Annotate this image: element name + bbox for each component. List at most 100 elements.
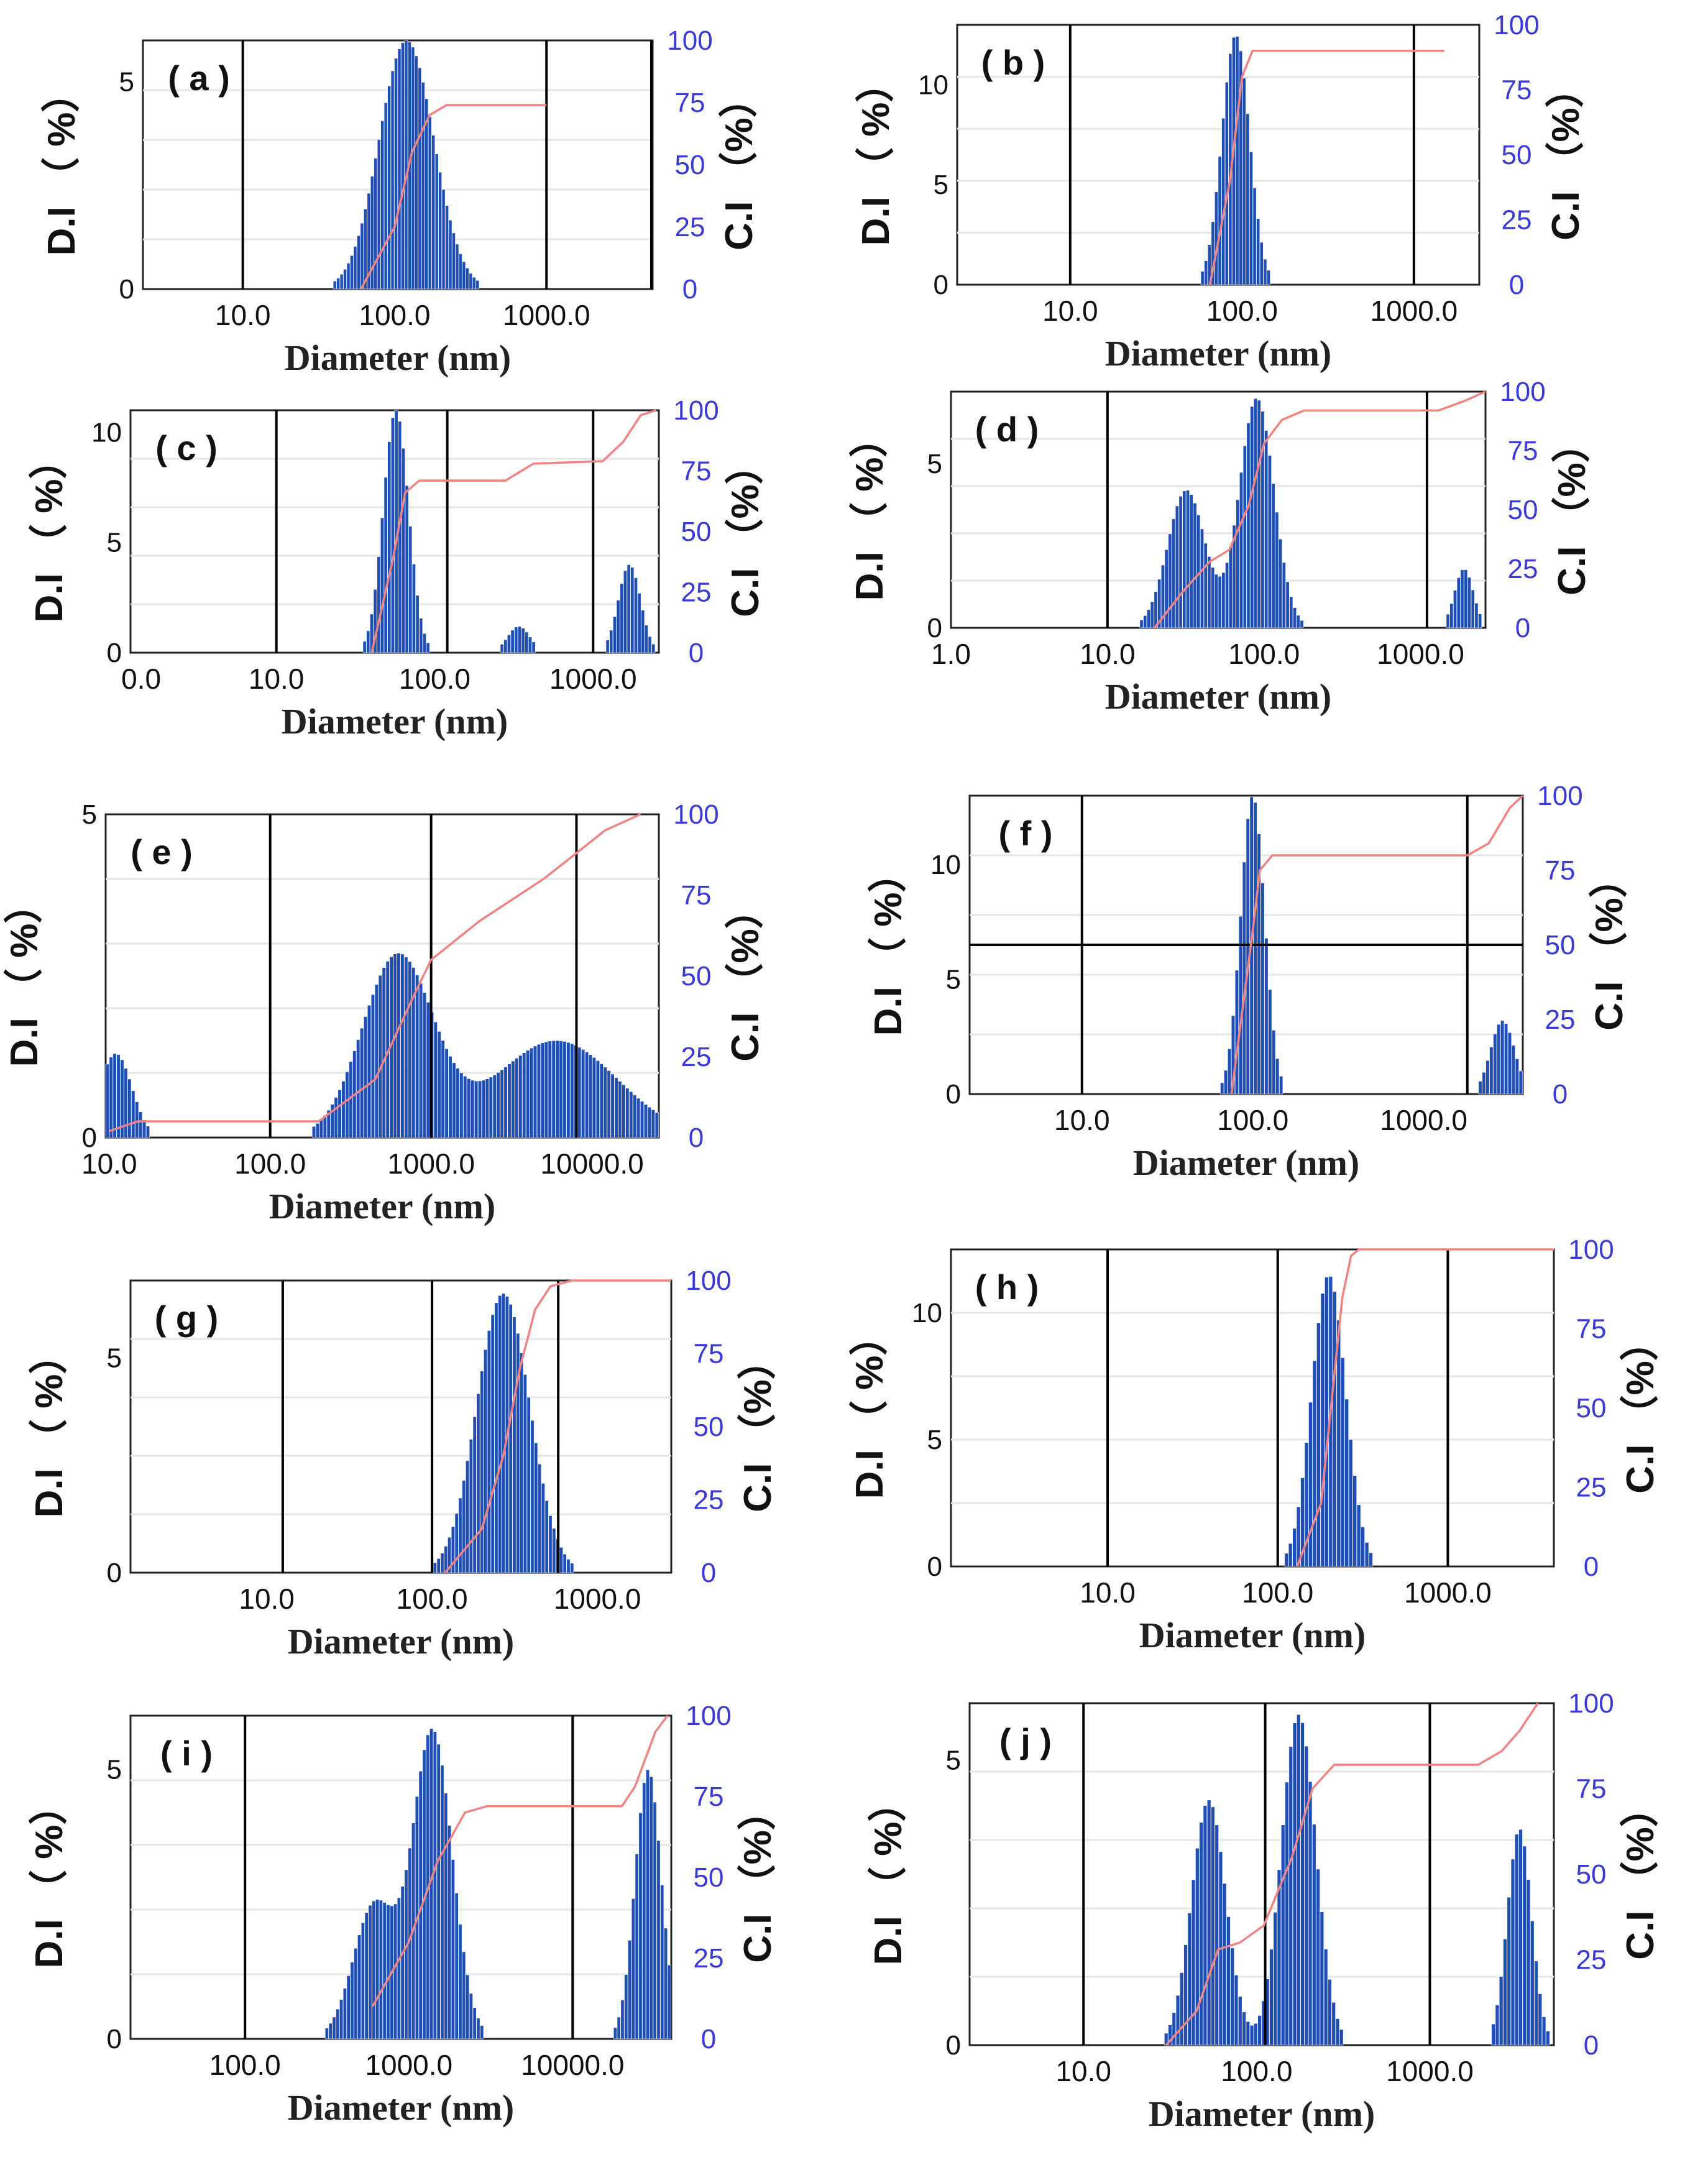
histogram-bar [485,1078,489,1138]
histogram-bar [324,2028,329,2040]
histogram-bar [1203,1805,1208,2046]
histogram-bar [377,556,381,653]
y-left-tick-label: 0 [119,274,134,305]
histogram-bar [377,139,381,290]
y-left-axis-title: D.I （ %） [27,1787,71,1969]
histogram-bar [454,1893,459,2040]
histogram-bar [436,1744,441,2040]
x-tick-label: 100.0 [1228,638,1300,670]
x-tick-label: 1000.0 [1377,638,1464,670]
histogram-bar [618,1081,622,1138]
y-right-tick-label: 100 [1568,1688,1614,1719]
histogram-bar [401,42,405,290]
histogram-bar [441,189,446,290]
histogram-bar [1335,2018,1340,2046]
histogram-bar [466,267,469,290]
histogram-bar [512,1317,517,1573]
histogram-bar [444,1793,448,2040]
histogram-bar [1507,1032,1512,1095]
histogram-bar [1187,1913,1191,2046]
x-axis-title: Diameter (nm) [288,1621,515,1662]
histogram-bar [1446,614,1450,628]
histogram-bar [1511,1045,1515,1095]
histogram-bar [562,1041,567,1138]
histogram-bar [1312,1824,1316,2046]
histogram-bar [434,154,439,290]
histogram-bar [559,1547,563,1573]
histogram-bar [1534,1961,1538,2046]
histogram-bar [357,235,360,290]
histogram-bar [656,1840,661,2040]
histogram-bar [1246,423,1251,628]
histogram-bar [1308,1781,1313,2046]
histogram-bar [1474,603,1479,628]
histogram-bar [1485,1060,1490,1095]
histogram-bar [510,630,515,653]
y-right-axis-title: C.I （%） [1618,1322,1662,1494]
histogram-bar [339,1999,344,2040]
histogram-bar [418,67,422,290]
x-axis-title: Diameter (nm) [282,701,508,742]
x-tick-label: 100.0 [399,663,471,695]
histogram-bar [595,1060,600,1138]
histogram-bar [1235,36,1239,285]
panel-label: ( g ) [155,1299,219,1338]
histogram-bar [1284,1553,1288,1567]
histogram-bar [105,1064,109,1138]
histogram-bar [1272,1030,1276,1095]
histogram-bar [630,567,635,653]
histogram-bar [1214,191,1218,285]
histogram-bar [1279,1075,1283,1095]
histogram-bar [548,1515,553,1573]
histogram-bar [387,85,391,290]
y-right-tick-label: 75 [681,880,712,911]
histogram-bar [1186,490,1190,628]
histogram-bar [1214,1824,1219,2046]
y-right-tick-label: 0 [701,2024,716,2054]
histogram-bar [440,1553,444,1573]
histogram-bar [1246,113,1250,285]
histogram-bar [500,644,504,653]
histogram-bar [1541,2017,1546,2046]
histogram-bar [370,994,375,1138]
histogram-bar [1204,260,1208,285]
y-left-tick-label: 5 [946,1745,961,1776]
histogram-bar [397,952,401,1138]
histogram-bar [1500,1020,1505,1095]
histogram-bar [1471,589,1475,628]
histogram-bar [1228,1049,1232,1095]
histogram-bar [645,625,648,653]
histogram-bar [581,1049,585,1138]
histogram-bar [653,1801,657,2040]
y-right-tick-label: 100 [686,1266,731,1296]
y-left-tick-label: 0 [927,613,942,643]
cumulative-curve [1208,50,1444,285]
histogram-bar [330,1104,334,1138]
histogram-bar [142,1120,147,1138]
histogram-bar [1518,1829,1523,2046]
y-right-tick-label: 25 [1576,1945,1607,1975]
histogram-bar [378,975,382,1138]
panel-label: ( e ) [131,832,193,872]
histogram-bar [562,1553,567,1573]
x-tick-label: 1000.0 [1404,1576,1492,1609]
histogram-bar [1246,2021,1250,2046]
x-tick-label: 100.0 [209,2049,281,2081]
histogram-bar [627,564,631,653]
histogram-bar [360,223,364,290]
y-left-axis-title: D.I （ %） [866,854,910,1036]
histogram-bar [489,1077,493,1138]
histogram-bar [393,1903,398,2040]
histogram-bar [1250,406,1254,628]
y-right-tick-label: 50 [694,1412,724,1442]
x-axis-title: Diameter (nm) [1133,1143,1360,1183]
histogram-bar [402,448,405,653]
histogram-bar [1510,1859,1515,2046]
histogram-bar [1211,1806,1215,2046]
y-right-tick-label: 75 [1576,1314,1607,1345]
histogram-bar [127,1078,132,1138]
histogram-bar [459,1072,464,1138]
